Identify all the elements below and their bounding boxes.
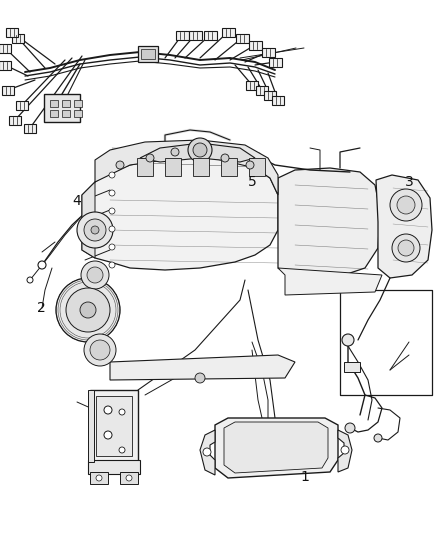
Polygon shape bbox=[110, 355, 295, 380]
Bar bbox=[0, 61, 11, 69]
Bar bbox=[256, 85, 268, 94]
Circle shape bbox=[345, 423, 355, 433]
Polygon shape bbox=[278, 168, 380, 278]
Polygon shape bbox=[95, 140, 278, 195]
Circle shape bbox=[109, 226, 115, 232]
Circle shape bbox=[109, 244, 115, 250]
Bar bbox=[0, 44, 11, 52]
Bar bbox=[272, 95, 284, 104]
Bar bbox=[248, 41, 261, 50]
Text: 2: 2 bbox=[37, 301, 46, 315]
Circle shape bbox=[56, 278, 120, 342]
Bar bbox=[221, 158, 237, 176]
Circle shape bbox=[116, 161, 124, 169]
Circle shape bbox=[38, 261, 46, 269]
Polygon shape bbox=[224, 422, 328, 473]
Circle shape bbox=[398, 240, 414, 256]
Circle shape bbox=[91, 226, 99, 234]
Bar bbox=[88, 390, 94, 462]
Circle shape bbox=[77, 212, 113, 248]
Circle shape bbox=[374, 434, 382, 442]
Bar bbox=[137, 158, 153, 176]
Bar bbox=[222, 28, 234, 36]
Bar bbox=[204, 30, 216, 39]
Circle shape bbox=[84, 334, 116, 366]
Bar bbox=[74, 110, 82, 117]
Circle shape bbox=[392, 234, 420, 262]
Polygon shape bbox=[338, 430, 352, 472]
Bar bbox=[90, 390, 138, 462]
Circle shape bbox=[146, 154, 154, 162]
Bar bbox=[62, 100, 70, 107]
Circle shape bbox=[126, 475, 132, 481]
Circle shape bbox=[342, 334, 354, 346]
Circle shape bbox=[119, 447, 125, 453]
Text: 4: 4 bbox=[72, 195, 81, 208]
Circle shape bbox=[87, 267, 103, 283]
Circle shape bbox=[109, 208, 115, 214]
Circle shape bbox=[90, 340, 110, 360]
Circle shape bbox=[390, 189, 422, 221]
Circle shape bbox=[109, 262, 115, 268]
Bar bbox=[264, 91, 276, 100]
Circle shape bbox=[84, 219, 106, 241]
Bar bbox=[50, 100, 58, 107]
Bar bbox=[16, 101, 28, 109]
Polygon shape bbox=[376, 175, 432, 278]
Bar bbox=[44, 94, 80, 122]
Bar bbox=[249, 158, 265, 176]
Bar bbox=[12, 34, 24, 43]
Bar bbox=[50, 110, 58, 117]
Polygon shape bbox=[215, 418, 338, 478]
Bar bbox=[96, 396, 132, 456]
Circle shape bbox=[193, 143, 207, 157]
Text: 3: 3 bbox=[405, 175, 414, 189]
Bar bbox=[120, 472, 138, 484]
Bar bbox=[261, 47, 275, 56]
Circle shape bbox=[246, 161, 254, 169]
Bar bbox=[176, 30, 188, 39]
Bar bbox=[74, 100, 82, 107]
Polygon shape bbox=[278, 268, 382, 295]
Circle shape bbox=[96, 475, 102, 481]
Text: 5: 5 bbox=[247, 175, 256, 189]
Bar bbox=[24, 124, 36, 133]
Bar bbox=[188, 30, 201, 39]
Circle shape bbox=[119, 409, 125, 415]
Bar bbox=[268, 58, 282, 67]
Circle shape bbox=[171, 148, 179, 156]
Circle shape bbox=[341, 446, 349, 454]
Circle shape bbox=[104, 406, 112, 414]
Polygon shape bbox=[140, 143, 255, 162]
Circle shape bbox=[80, 302, 96, 318]
Polygon shape bbox=[82, 182, 95, 258]
Bar bbox=[6, 28, 18, 36]
Bar bbox=[88, 460, 140, 474]
Bar bbox=[193, 158, 209, 176]
Circle shape bbox=[109, 172, 115, 178]
Bar bbox=[90, 472, 108, 484]
Circle shape bbox=[27, 277, 33, 283]
Bar bbox=[246, 80, 258, 90]
Bar bbox=[2, 85, 14, 94]
Bar bbox=[344, 362, 360, 372]
Polygon shape bbox=[200, 430, 215, 475]
Circle shape bbox=[109, 190, 115, 196]
Bar bbox=[138, 46, 158, 62]
Circle shape bbox=[188, 138, 212, 162]
Circle shape bbox=[203, 448, 211, 456]
Circle shape bbox=[66, 288, 110, 332]
Circle shape bbox=[221, 154, 229, 162]
Text: 1: 1 bbox=[300, 470, 309, 484]
Bar bbox=[141, 49, 155, 59]
Bar bbox=[62, 110, 70, 117]
Polygon shape bbox=[82, 155, 278, 270]
Circle shape bbox=[195, 373, 205, 383]
Circle shape bbox=[81, 261, 109, 289]
Circle shape bbox=[397, 196, 415, 214]
Bar bbox=[165, 158, 181, 176]
Bar bbox=[9, 116, 21, 125]
Bar bbox=[236, 34, 248, 43]
Circle shape bbox=[104, 431, 112, 439]
